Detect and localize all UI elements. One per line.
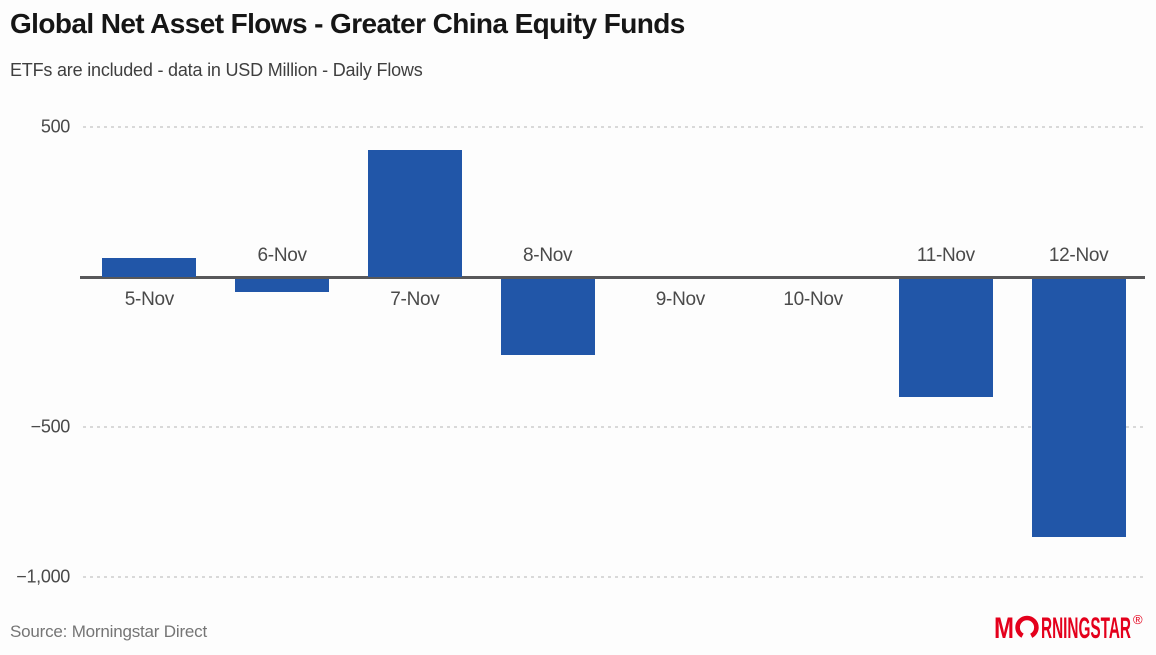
- registered-trademark-icon: ®: [1133, 612, 1143, 627]
- logo-open-ring-icon: [1015, 615, 1039, 640]
- bar: [1031, 278, 1126, 537]
- y-gridline: [83, 126, 1145, 128]
- morningstar-logo: M RNINGSTAR ®: [994, 611, 1146, 650]
- y-axis-tick-label: −500: [30, 416, 71, 437]
- source-note: Source: Morningstar Direct: [10, 622, 207, 641]
- x-axis-category-label: 12-Nov: [1048, 245, 1109, 266]
- bar: [898, 278, 993, 397]
- y-axis-tick-label: 500: [40, 116, 70, 137]
- chart-subtitle: ETFs are included - data in USD Million …: [10, 60, 423, 80]
- bar: [235, 278, 330, 292]
- morningstar-logo-svg: M RNINGSTAR ®: [994, 612, 1143, 645]
- y-gridline: [83, 426, 1145, 428]
- x-axis-category-label: 6-Nov: [257, 245, 307, 266]
- y-gridline: [83, 576, 1145, 578]
- logo-letters-rest: RNINGSTAR: [1041, 612, 1131, 645]
- bar: [500, 278, 595, 355]
- x-axis-category-label: 5-Nov: [124, 289, 174, 310]
- logo-letter-m: M: [994, 612, 1014, 645]
- bar: [102, 257, 197, 277]
- x-axis-category-label: 8-Nov: [523, 245, 573, 266]
- x-axis-category-label: 11-Nov: [916, 245, 975, 266]
- y-axis-tick-label: −1,000: [16, 566, 70, 587]
- x-axis-category-label: 9-Nov: [655, 289, 705, 310]
- x-axis-category-label: 10-Nov: [783, 289, 843, 310]
- x-axis-category-label: 7-Nov: [390, 289, 440, 310]
- x-axis-zero-line: [80, 275, 1145, 279]
- chart-title: Global Net Asset Flows - Greater China E…: [10, 8, 685, 39]
- bar: [367, 149, 462, 277]
